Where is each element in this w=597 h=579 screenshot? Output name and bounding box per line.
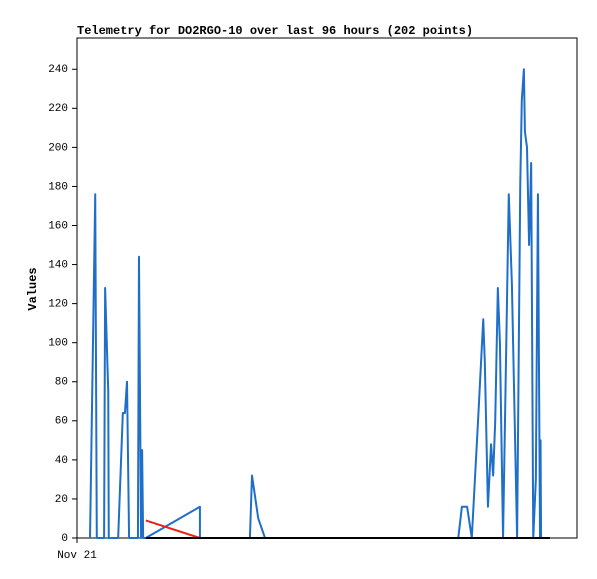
y-tick-label: 240 xyxy=(48,64,68,76)
y-tick-label: 120 xyxy=(48,299,68,311)
y-tick-label: 180 xyxy=(48,181,68,193)
y-tick-label: 0 xyxy=(61,533,68,545)
y-tick-label: 20 xyxy=(55,494,68,506)
series-line xyxy=(89,68,550,539)
y-tick-label: 80 xyxy=(55,377,68,389)
y-axis-label: Values xyxy=(26,267,40,310)
y-tick-label: 60 xyxy=(55,416,68,428)
chart-title: Telemetry for DO2RGO-10 over last 96 hou… xyxy=(77,24,473,38)
y-tick-label: 220 xyxy=(48,103,68,115)
y-tick-label: 140 xyxy=(48,259,68,271)
y-tick-label: 100 xyxy=(48,338,68,350)
series-line xyxy=(145,519,201,539)
y-tick-label: 200 xyxy=(48,142,68,154)
y-tick-label: 40 xyxy=(55,455,68,467)
y-tick-label: 160 xyxy=(48,220,68,232)
x-tick-label: Nov 21 xyxy=(57,550,97,562)
